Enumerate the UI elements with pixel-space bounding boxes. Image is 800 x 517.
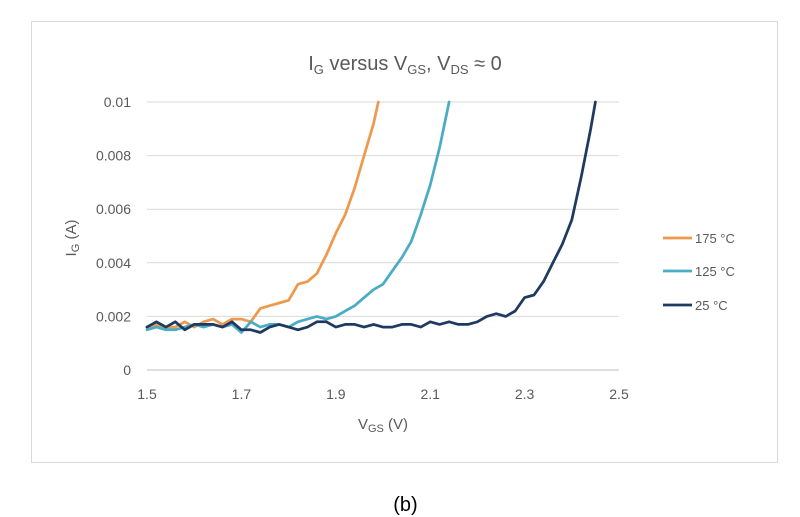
x-tick-label: 2.1 — [420, 386, 440, 402]
chart-title: IG versus VGS, VDS ≈ 0 — [308, 53, 502, 77]
y-tick-label: 0.002 — [96, 308, 131, 324]
legend: 175 °C 125 °C 25 °C — [663, 231, 735, 313]
legend-item: 125 °C — [663, 264, 735, 279]
y-tick-label: 0.008 — [96, 148, 131, 164]
series-line-1 — [145, 100, 451, 334]
chart-frame: IG versus VGS, VDS ≈ 0 0 0.002 0.004 0.006 0… — [31, 21, 778, 516]
x-tick-label: 2.5 — [609, 386, 629, 402]
x-tick-label: 1.5 — [137, 386, 157, 402]
y-tick-label: 0.006 — [96, 201, 131, 217]
x-axis-title: VGS (V) — [358, 416, 408, 435]
tick-labels: 0 0.002 0.004 0.006 0.008 0.01 1.5 1.7 1.9 2.1 2.3… — [96, 94, 629, 402]
x-tick-label: 1.9 — [326, 386, 346, 402]
figure-caption: (b) — [393, 494, 418, 516]
series-line-2 — [145, 100, 597, 334]
x-tick-label: 2.3 — [515, 386, 535, 402]
x-tick-label: 1.7 — [232, 386, 252, 402]
legend-label: 125 °C — [695, 264, 735, 279]
gridlines — [147, 101, 619, 371]
legend-item: 25 °C — [663, 298, 728, 313]
series-lines — [145, 100, 597, 334]
legend-label: 175 °C — [695, 231, 735, 246]
legend-item: 175 °C — [663, 231, 735, 246]
chart-svg: IG versus VGS, VDS ≈ 0 00.0020.0040.0060… — [63, 53, 735, 435]
legend-label: 25 °C — [695, 298, 728, 313]
y-tick-label: 0 — [123, 362, 131, 378]
y-axis-title: IG (A) — [63, 220, 82, 257]
y-tick-label: 0.01 — [104, 94, 131, 110]
series-line-0 — [145, 100, 380, 329]
y-tick-label: 0.004 — [96, 255, 131, 271]
